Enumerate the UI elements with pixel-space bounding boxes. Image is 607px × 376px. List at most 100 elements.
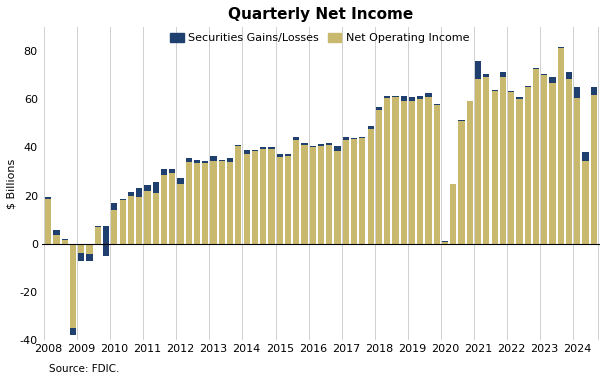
Bar bbox=[78, 253, 84, 261]
Bar bbox=[392, 96, 399, 97]
Bar bbox=[111, 203, 117, 210]
Bar bbox=[483, 74, 489, 77]
Bar bbox=[45, 199, 52, 244]
Bar bbox=[334, 146, 341, 151]
Bar bbox=[236, 146, 242, 244]
Bar bbox=[318, 146, 324, 244]
Bar bbox=[458, 120, 465, 121]
Bar bbox=[367, 126, 374, 129]
Bar bbox=[417, 99, 423, 244]
Bar bbox=[508, 91, 514, 92]
Bar bbox=[326, 143, 333, 145]
Bar bbox=[136, 188, 142, 197]
Bar bbox=[558, 47, 564, 48]
Bar bbox=[211, 161, 217, 244]
Bar bbox=[310, 147, 316, 244]
Bar bbox=[310, 146, 316, 147]
Bar bbox=[86, 255, 93, 261]
Y-axis label: $ Billions: $ Billions bbox=[7, 158, 17, 209]
Bar bbox=[70, 328, 76, 335]
Bar bbox=[475, 79, 481, 244]
Bar bbox=[591, 87, 597, 244]
Bar bbox=[120, 199, 126, 200]
Bar bbox=[566, 72, 572, 79]
Bar bbox=[194, 163, 200, 244]
Bar bbox=[517, 99, 523, 244]
Bar bbox=[492, 90, 498, 91]
Bar bbox=[541, 75, 548, 244]
Bar bbox=[260, 149, 266, 244]
Bar bbox=[186, 162, 192, 244]
Bar bbox=[128, 196, 134, 244]
Legend: Securities Gains/Losses, Net Operating Income: Securities Gains/Losses, Net Operating I… bbox=[171, 33, 469, 43]
Bar bbox=[318, 144, 324, 146]
Bar bbox=[53, 230, 59, 235]
Bar bbox=[252, 150, 258, 151]
Bar bbox=[95, 227, 101, 244]
Bar bbox=[78, 244, 84, 253]
Bar bbox=[417, 96, 423, 99]
Bar bbox=[500, 72, 506, 77]
Bar bbox=[426, 97, 432, 244]
Bar bbox=[152, 193, 159, 244]
Bar bbox=[144, 185, 151, 191]
Bar bbox=[334, 151, 341, 244]
Bar bbox=[384, 96, 390, 98]
Bar bbox=[202, 163, 208, 244]
Bar bbox=[376, 110, 382, 244]
Bar bbox=[285, 153, 291, 156]
Bar bbox=[533, 68, 539, 69]
Bar bbox=[169, 169, 175, 173]
Bar bbox=[508, 92, 514, 244]
Bar bbox=[326, 145, 333, 244]
Bar bbox=[433, 105, 440, 244]
Bar bbox=[161, 175, 167, 244]
Bar bbox=[524, 86, 531, 244]
Bar bbox=[152, 182, 159, 193]
Bar bbox=[243, 153, 249, 244]
Bar bbox=[549, 77, 555, 244]
Bar bbox=[433, 104, 440, 105]
Bar bbox=[351, 139, 357, 244]
Bar bbox=[62, 239, 68, 240]
Bar bbox=[70, 244, 76, 328]
Bar bbox=[467, 101, 473, 244]
Bar bbox=[252, 151, 258, 244]
Bar bbox=[227, 158, 233, 162]
Bar bbox=[260, 147, 266, 149]
Bar bbox=[343, 137, 349, 140]
Bar bbox=[285, 156, 291, 244]
Bar bbox=[392, 97, 399, 244]
Bar bbox=[500, 77, 506, 244]
Bar bbox=[376, 107, 382, 110]
Bar bbox=[492, 91, 498, 244]
Bar bbox=[194, 159, 200, 163]
Bar bbox=[549, 77, 555, 83]
Bar bbox=[591, 87, 597, 95]
Bar bbox=[128, 192, 134, 196]
Bar bbox=[293, 137, 299, 140]
Bar bbox=[558, 48, 564, 244]
Bar bbox=[177, 177, 183, 183]
Bar bbox=[574, 87, 580, 98]
Bar bbox=[458, 121, 465, 244]
Bar bbox=[277, 153, 283, 157]
Bar bbox=[409, 101, 415, 244]
Bar bbox=[583, 152, 589, 161]
Bar bbox=[517, 97, 523, 99]
Bar bbox=[136, 197, 142, 244]
Bar bbox=[442, 241, 448, 243]
Bar bbox=[277, 157, 283, 244]
Bar bbox=[111, 203, 117, 244]
Bar bbox=[343, 140, 349, 244]
Bar bbox=[236, 145, 242, 146]
Bar bbox=[177, 183, 183, 244]
Bar bbox=[202, 161, 208, 163]
Bar bbox=[268, 147, 274, 149]
Bar bbox=[169, 173, 175, 244]
Bar bbox=[120, 200, 126, 244]
Bar bbox=[541, 74, 548, 75]
Bar bbox=[219, 159, 225, 161]
Bar bbox=[450, 183, 456, 244]
Bar bbox=[219, 161, 225, 244]
